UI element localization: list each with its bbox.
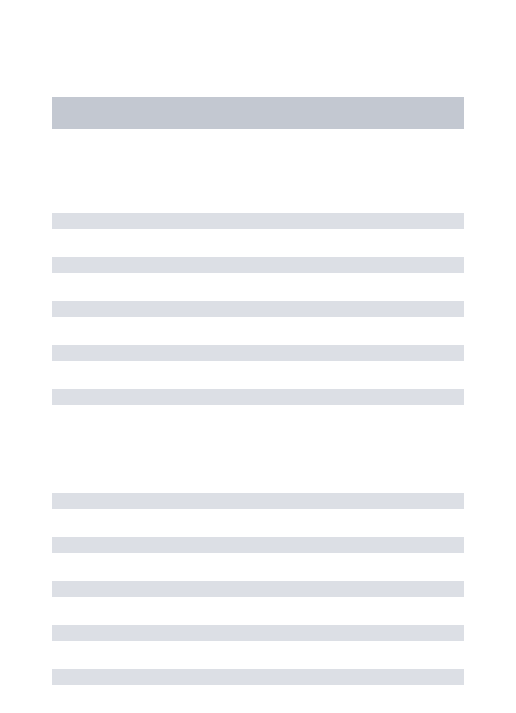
- skeleton-line: [52, 669, 464, 685]
- skeleton-line: [52, 389, 464, 405]
- skeleton-group-1: [52, 213, 464, 405]
- spacer: [52, 129, 464, 213]
- skeleton-container: [0, 0, 516, 685]
- skeleton-line: [52, 345, 464, 361]
- skeleton-line: [52, 537, 464, 553]
- skeleton-line: [52, 493, 464, 509]
- skeleton-line: [52, 625, 464, 641]
- skeleton-line: [52, 301, 464, 317]
- skeleton-group-2: [52, 493, 464, 685]
- skeleton-line: [52, 213, 464, 229]
- skeleton-line: [52, 257, 464, 273]
- spacer: [52, 433, 464, 493]
- skeleton-header: [52, 97, 464, 129]
- skeleton-line: [52, 581, 464, 597]
